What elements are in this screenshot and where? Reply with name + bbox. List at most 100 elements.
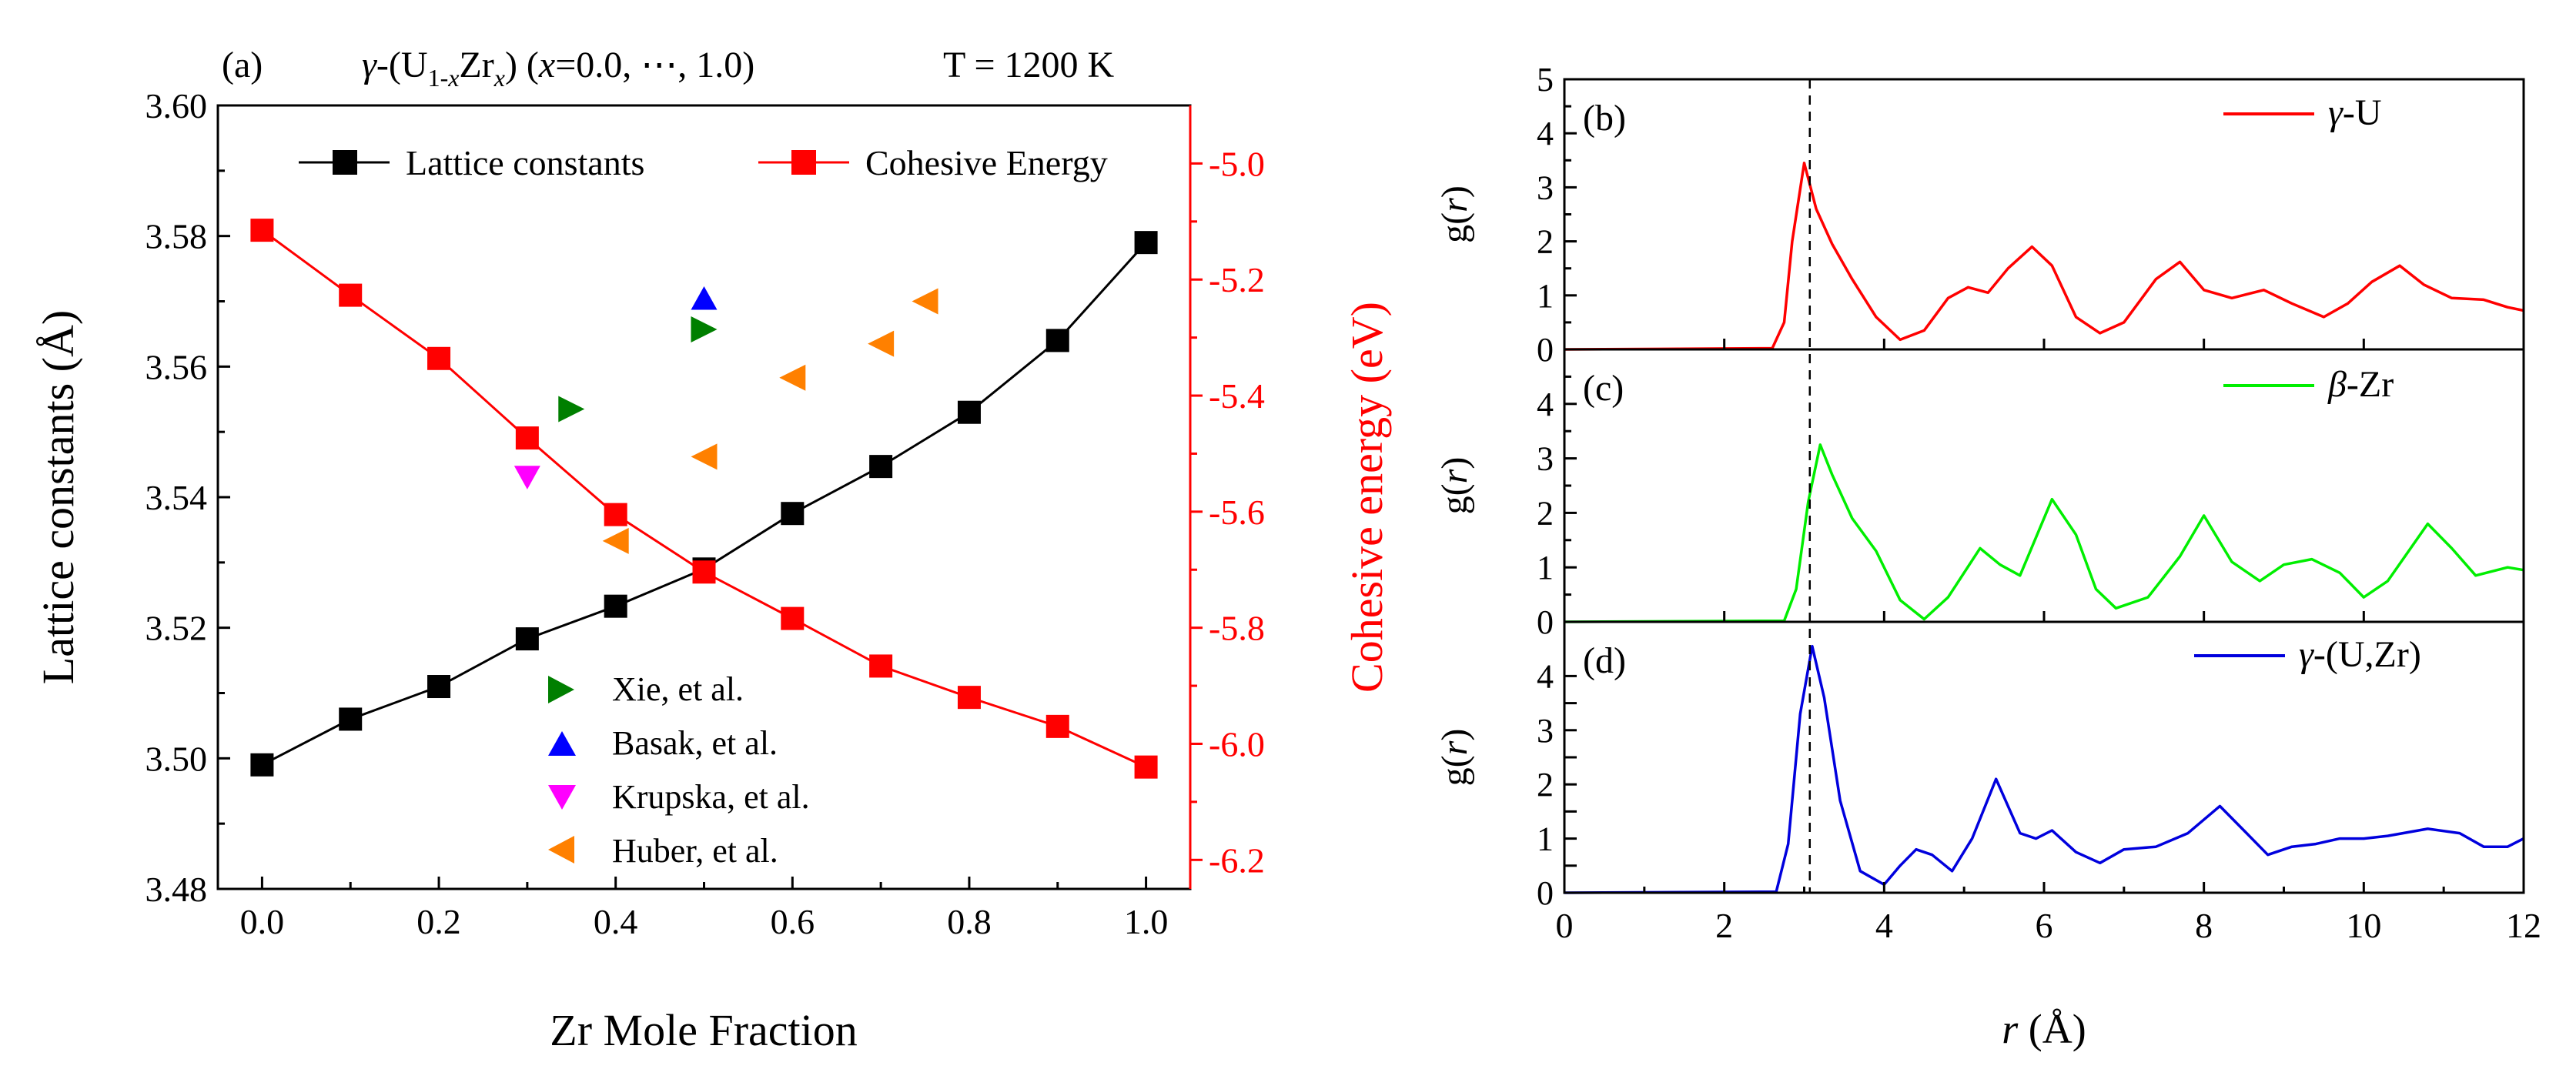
cohesive-point — [339, 283, 363, 307]
y2-tick-label: -5.6 — [1209, 493, 1265, 532]
panel-label-d: (d) — [1583, 640, 1626, 681]
lattice-point — [250, 753, 274, 777]
x-axis-label: Zr Mole Fraction — [550, 1005, 857, 1055]
lattice-point — [1134, 231, 1158, 255]
lattice-point — [427, 675, 451, 699]
legend-marker-xie — [548, 676, 574, 703]
legend-label-cohesive: Cohesive Energy — [865, 143, 1108, 182]
y-tick-label: 3.48 — [146, 870, 208, 909]
r-tick-label: 2 — [1715, 906, 1733, 945]
cohesive-point — [515, 426, 539, 450]
y-axis-label: Lattice constants (Å) — [33, 310, 83, 684]
g-open: g( — [1434, 212, 1475, 243]
x-tick-label: 0.2 — [417, 902, 461, 941]
cohesive-point — [1045, 714, 1069, 738]
ref-point-huber — [691, 443, 718, 470]
x-tick-label: 0.8 — [947, 902, 992, 941]
chart-title: γ-(U1-xZrx) (x=0.0, ⋯, 1.0) — [362, 45, 754, 92]
ref-point-huber — [602, 527, 629, 554]
y2-tick-label: -6.0 — [1209, 724, 1265, 763]
legend-label-huber: Huber, et al. — [612, 832, 778, 870]
g-close: ) — [1434, 457, 1475, 469]
cohesive-point — [957, 686, 981, 710]
ref-point-huber — [779, 364, 806, 391]
r-tick-label: 0 — [1556, 906, 1574, 945]
lattice-point — [339, 707, 363, 731]
x-axis: 0.0 0.2 0.4 0.6 0.8 1.0 — [240, 877, 1169, 941]
cohesive-point — [869, 654, 893, 678]
y-tick-label: 3.52 — [146, 609, 208, 648]
panel-label-b: (b) — [1583, 98, 1626, 139]
lattice-point — [1045, 329, 1069, 352]
panel-c: 0 1 2 3 4 (c) β-Zr g(r) — [1434, 364, 2525, 641]
cohesive-point — [427, 346, 451, 370]
g-close: ) — [1434, 185, 1475, 198]
rdf-outer-frame — [1563, 78, 2525, 894]
y-axis-label-c: g(r) — [1434, 457, 1475, 515]
legend-label-b: γ-U — [2328, 92, 2382, 133]
r-tick-label: 4 — [1875, 906, 1893, 945]
rdf-x-axis: 0 2 4 6 8 10 12 — [1556, 887, 2541, 945]
legend-symbol-b: γ — [2328, 92, 2343, 133]
y-tick-label: 3.50 — [146, 739, 208, 778]
y-tick-label-d: 1 — [1537, 820, 1554, 858]
r-tick-label: 6 — [2036, 906, 2053, 945]
rdf-frame — [1563, 78, 2525, 894]
legend-text-d: -(U,Zr) — [2313, 634, 2421, 675]
rdf-x-axis-label: r (Å) — [2002, 1006, 2086, 1052]
x-tick-label: 1.0 — [1124, 902, 1169, 941]
panel-d: 0 1 2 3 4 (d) γ-(U,Zr) g(r) — [1434, 634, 2525, 912]
ref-point-huber — [868, 330, 895, 357]
panel-label-c: (c) — [1583, 368, 1624, 409]
series-markers — [250, 219, 1158, 779]
y-tick-label-c: 4 — [1537, 386, 1554, 423]
x-tick-label: 0.4 — [594, 902, 638, 941]
g-close: ) — [1434, 729, 1475, 741]
y-axis-label-d: g(r) — [1434, 729, 1475, 787]
y-tick-label-d: 0 — [1537, 874, 1554, 912]
cohesive-point — [604, 503, 627, 526]
y-axis-label-b: g(r) — [1434, 185, 1475, 243]
x-tick-label: 0.6 — [771, 902, 815, 941]
y2-tick-label: -5.2 — [1209, 260, 1265, 299]
cohesive-point — [250, 219, 274, 242]
lattice-point — [604, 594, 627, 618]
legend-text-b: -U — [2343, 92, 2382, 133]
legend-marker-basak — [548, 731, 576, 756]
y-tick-label-c: 1 — [1537, 549, 1554, 586]
lattice-point — [515, 627, 539, 651]
y2-tick-label: -6.2 — [1209, 840, 1265, 880]
g-open: g( — [1434, 483, 1475, 514]
ref-point-xie — [691, 316, 718, 342]
legend-label-c: β-Zr — [2327, 364, 2394, 405]
y-tick-label: 3.56 — [146, 347, 208, 386]
reference-markers — [514, 286, 938, 554]
g-r: r — [1434, 469, 1475, 483]
legend-series: Lattice constants Cohesive Energy — [299, 143, 1108, 182]
legend-label-krupska: Krupska, et al. — [612, 778, 810, 816]
y-tick-label-d: 4 — [1537, 657, 1554, 695]
r-tick-label: 8 — [2195, 906, 2213, 945]
y-tick-label-b: 0 — [1537, 331, 1554, 369]
y-tick-label-b: 1 — [1537, 277, 1554, 315]
panel-label-a: (a) — [222, 45, 263, 85]
ref-point-basak — [691, 286, 718, 310]
y-tick-label-c: 3 — [1537, 440, 1554, 478]
y-tick-label-c: 0 — [1537, 603, 1554, 641]
lattice-point — [781, 502, 805, 526]
temperature-label: T = 1200 K — [943, 45, 1115, 85]
y-tick-label-b: 3 — [1537, 169, 1554, 206]
r-tick-label: 10 — [2346, 906, 2381, 945]
legend-label-d: γ-(U,Zr) — [2299, 634, 2421, 675]
y2-tick-label: -5.4 — [1209, 376, 1265, 416]
legend-symbol-c: β — [2327, 364, 2347, 405]
legend-symbol-d: γ — [2299, 634, 2314, 675]
legend-label-lattice: Lattice constants — [406, 143, 644, 182]
y-tick-label-c: 2 — [1537, 494, 1554, 532]
ref-point-huber — [912, 288, 938, 315]
plot-frame-a — [216, 104, 1192, 890]
cohesive-point — [692, 560, 716, 584]
y-tick-label-d: 3 — [1537, 712, 1554, 750]
rdf-curve-d — [1564, 644, 2524, 894]
